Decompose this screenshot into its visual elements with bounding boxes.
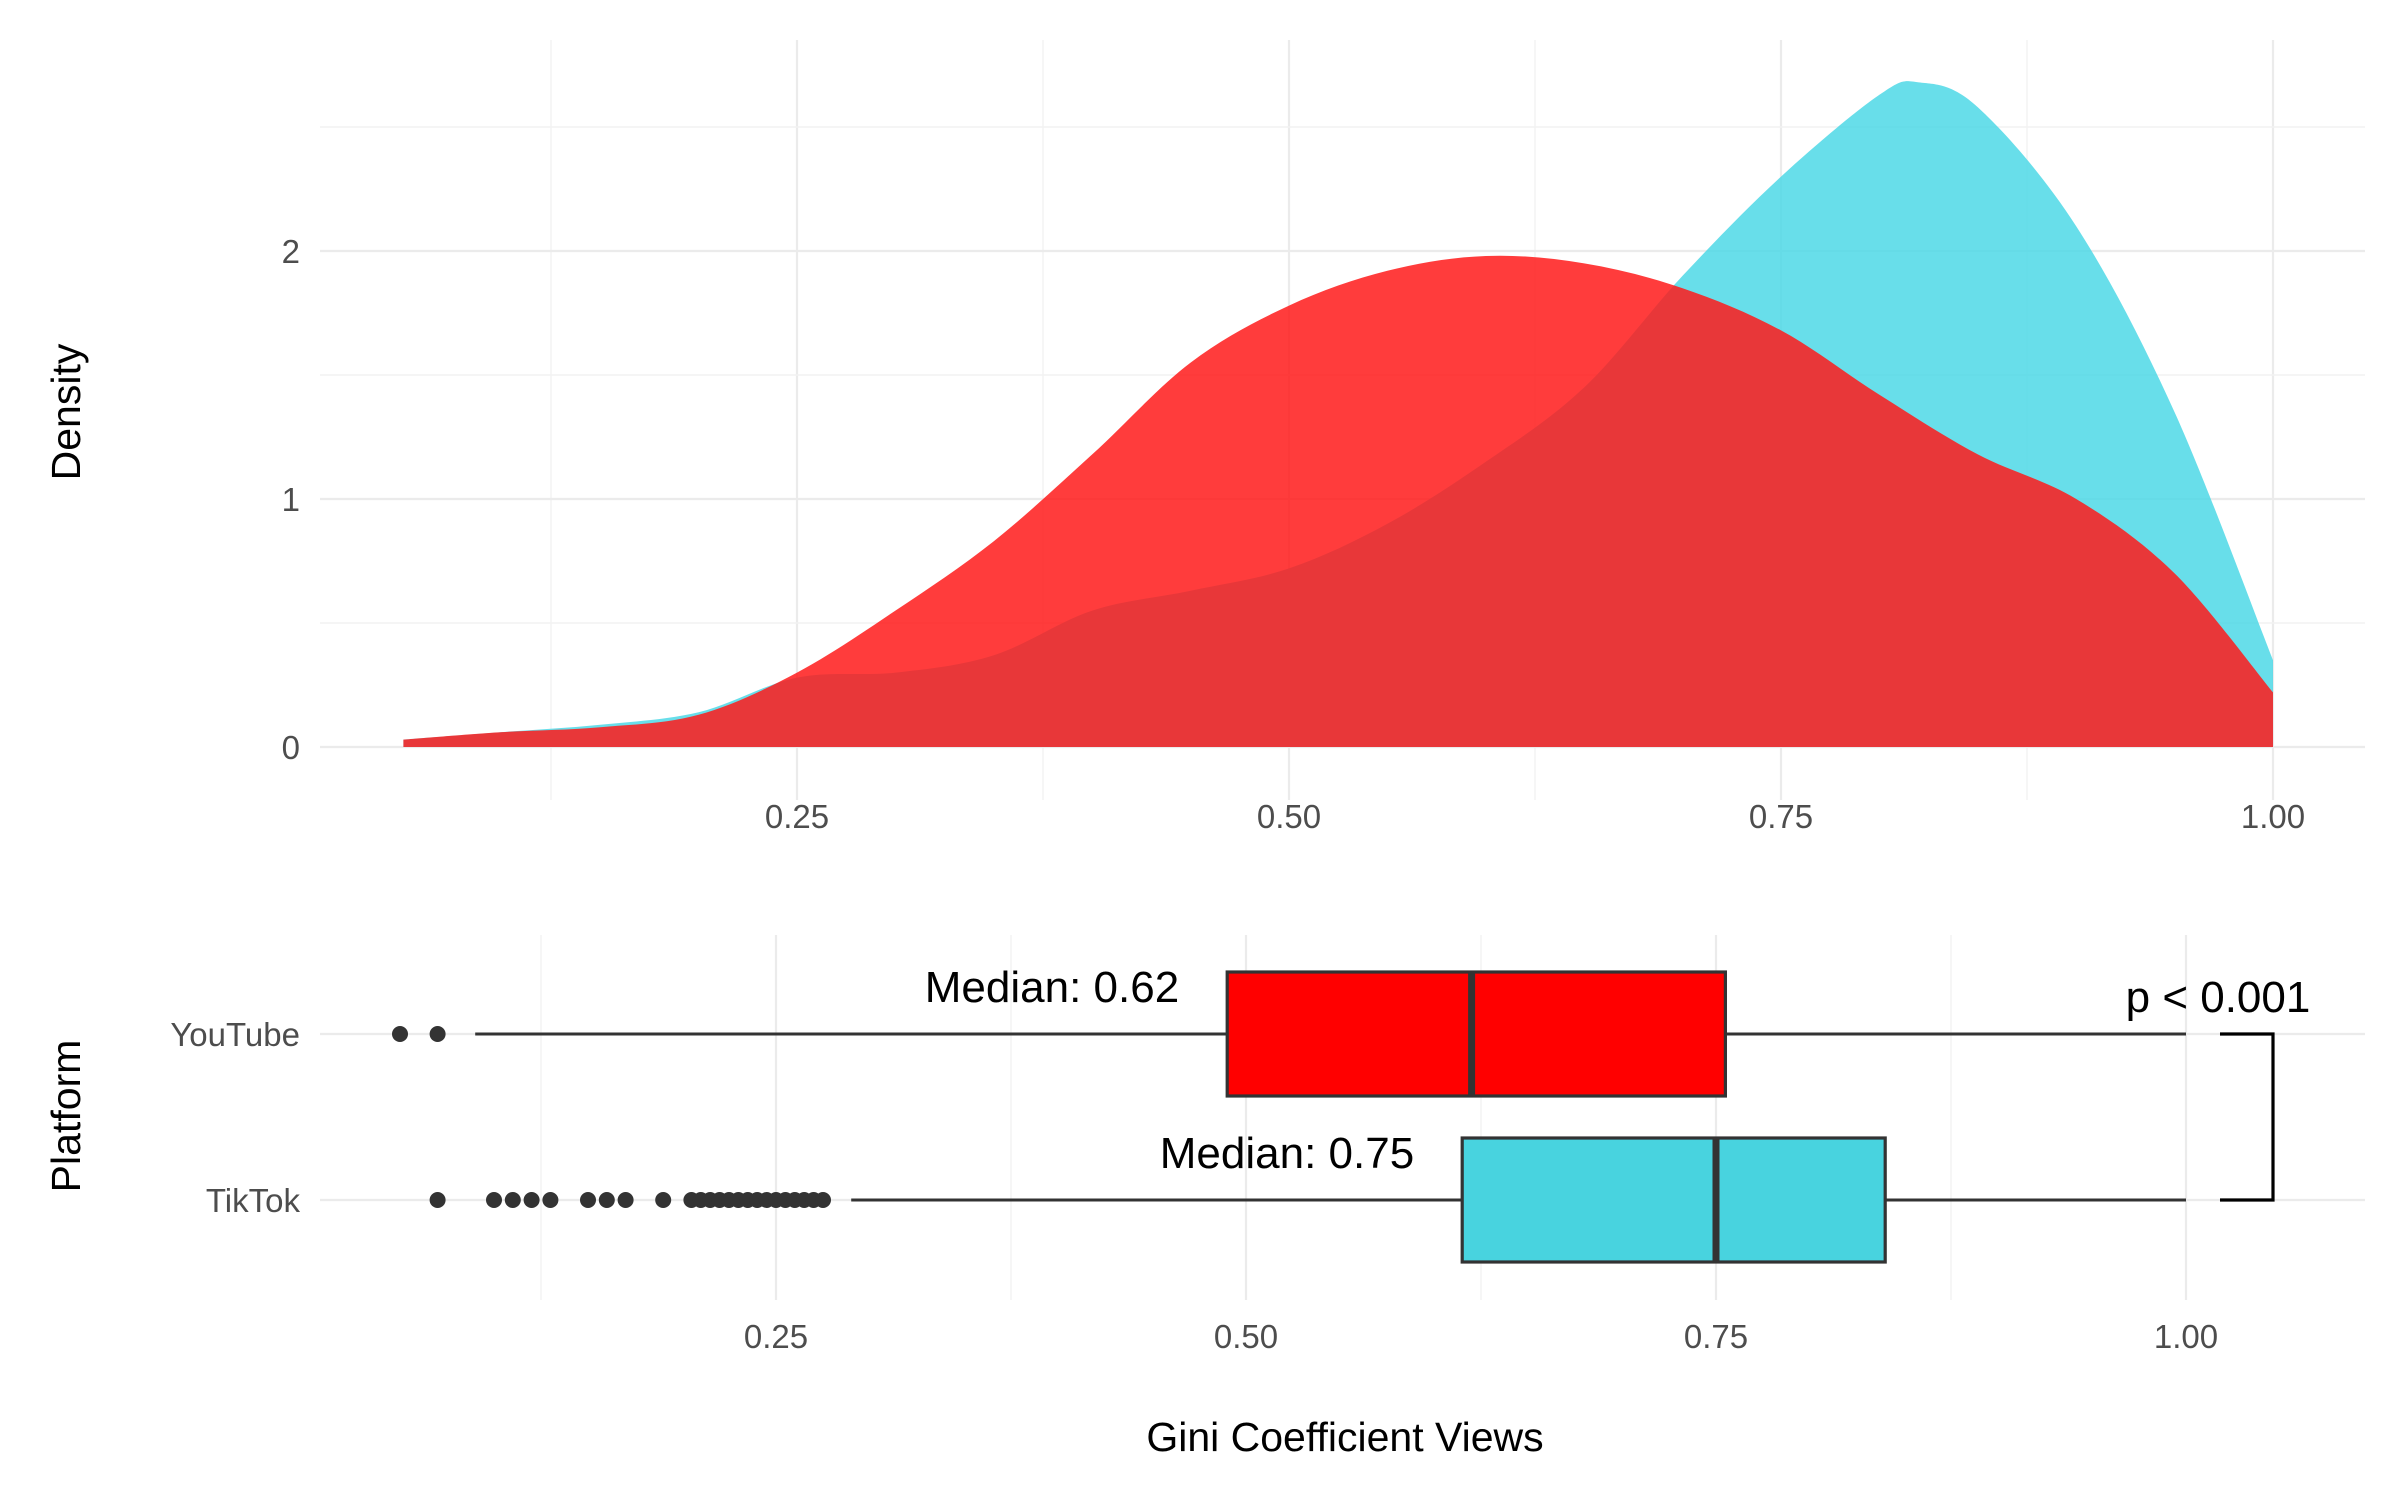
boxplot-x-tick-label: 0.25 bbox=[744, 1318, 808, 1355]
density-x-tick-label: 0.50 bbox=[1257, 798, 1321, 835]
density-x-tick-label: 0.75 bbox=[1749, 798, 1813, 835]
boxplot-marks: Median: 0.62 Median: 0.75 bbox=[392, 963, 2186, 1264]
boxplot-category-labels: YouTube TikTok bbox=[170, 1016, 300, 1219]
boxplot-x-tick-label: 0.50 bbox=[1214, 1318, 1278, 1355]
boxplot-y-axis-title: Platform bbox=[43, 1040, 89, 1193]
significance-bracket-line bbox=[2220, 1032, 2275, 1202]
boxplot-x-tick-label: 1.00 bbox=[2154, 1318, 2218, 1355]
outlier-point-youtube bbox=[429, 1026, 446, 1042]
outlier-point-tiktok bbox=[486, 1192, 502, 1208]
outlier-point-tiktok bbox=[429, 1192, 446, 1208]
outlier-point-tiktok bbox=[504, 1192, 521, 1208]
median-label-tiktok: Median: 0.75 bbox=[1160, 1129, 1414, 1178]
outlier-point-tiktok bbox=[617, 1192, 634, 1208]
density-y-tick-label: 0 bbox=[282, 729, 300, 766]
outlier-point-tiktok bbox=[815, 1192, 831, 1208]
density-x-tick-label: 0.25 bbox=[765, 798, 829, 835]
boxplot-category-label: TikTok bbox=[206, 1182, 301, 1219]
p-value-annotation: p < 0.001 bbox=[2126, 973, 2311, 1022]
density-y-axis-title: Density bbox=[43, 343, 89, 480]
outlier-point-tiktok bbox=[655, 1192, 672, 1208]
box-tiktok bbox=[1460, 1136, 1887, 1264]
outlier-point-tiktok bbox=[580, 1192, 596, 1208]
boxplot-panel: Median: 0.62 Median: 0.75 0.25 0.50 0.75 1.0… bbox=[43, 935, 2365, 1460]
density-x-tick-labels: 0.25 0.50 0.75 1.00 bbox=[765, 798, 2305, 835]
density-y-tick-labels: 0 1 2 bbox=[282, 233, 300, 766]
density-areas bbox=[403, 81, 2273, 748]
density-y-tick-label: 2 bbox=[282, 233, 300, 270]
x-axis-title: Gini Coefficient Views bbox=[1146, 1414, 1543, 1460]
outlier-point-tiktok bbox=[523, 1192, 540, 1208]
significance-bracket bbox=[2220, 1032, 2275, 1202]
boxplot-x-tick-labels: 0.25 0.50 0.75 1.00 bbox=[744, 1318, 2218, 1355]
boxplot-x-tick-label: 0.75 bbox=[1684, 1318, 1748, 1355]
density-x-tick-label: 1.00 bbox=[2241, 798, 2305, 835]
density-panel: 0 1 2 0.25 0.50 0.75 1.00 Density bbox=[43, 40, 2365, 835]
density-area-youtube bbox=[403, 255, 2273, 747]
outlier-point-youtube bbox=[392, 1026, 408, 1042]
boxplot-category-label: YouTube bbox=[170, 1016, 300, 1053]
outlier-point-tiktok bbox=[598, 1192, 615, 1208]
median-label-youtube: Median: 0.62 bbox=[925, 963, 1179, 1012]
density-y-tick-label: 1 bbox=[282, 481, 300, 518]
outlier-point-tiktok bbox=[542, 1192, 559, 1208]
box-youtube bbox=[1225, 970, 1727, 1098]
